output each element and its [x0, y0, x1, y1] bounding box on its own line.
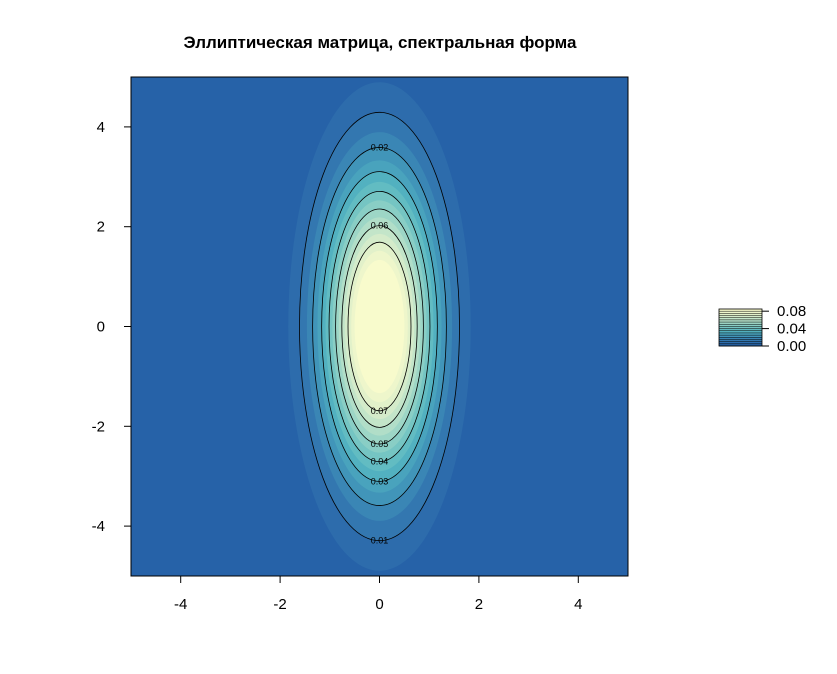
legend-swatch [719, 326, 762, 329]
legend-frame [718, 308, 763, 347]
legend-swatch [719, 324, 762, 327]
legend-swatch [719, 317, 762, 321]
legend-swatch [719, 328, 762, 332]
contour-line [321, 171, 438, 482]
y-tick-label: 2 [97, 219, 105, 236]
legend-swatch [719, 341, 762, 345]
x-axis: -4 -2 0 2 4 [174, 575, 582, 613]
legend-label: 0.04 [777, 321, 806, 338]
contour-label: 0.04 [371, 457, 389, 467]
x-tick-label: -4 [174, 596, 187, 613]
legend-swatch [719, 309, 762, 312]
x-tick-label: 2 [475, 596, 483, 613]
legend-label: 0.08 [777, 303, 806, 320]
contour-label: 0.01 [371, 536, 389, 546]
contour-label: 0.07 [371, 406, 389, 416]
contour-label: 0.06 [371, 221, 389, 231]
legend-swatch [719, 337, 762, 340]
chart-title: Эллиптическая матрица, спектральная форм… [184, 33, 577, 52]
x-tick-label: 4 [574, 596, 582, 613]
x-tick-label: 0 [375, 596, 383, 613]
y-tick-label: -4 [92, 518, 105, 535]
legend-swatch [719, 313, 762, 316]
legend-label: 0.00 [777, 338, 806, 355]
legend-swatch [719, 343, 762, 347]
x-tick-label: -2 [273, 596, 286, 613]
contour-line [347, 241, 412, 412]
legend-swatch [719, 339, 762, 342]
y-tick-label: 4 [97, 119, 105, 136]
y-tick-label: 0 [97, 319, 105, 336]
y-axis: 4 2 0 -2 -4 [92, 119, 132, 535]
contour-label: 0.02 [371, 142, 389, 152]
contour-line [335, 208, 424, 445]
legend-swatch [719, 335, 762, 338]
legend-swatch [719, 315, 762, 319]
contour-line [328, 190, 431, 463]
fill-band [354, 259, 405, 394]
contour-lines: 0.01 0.02 0.03 0.04 0.05 0.06 0.07 [299, 111, 460, 546]
contour-label: 0.03 [371, 476, 389, 486]
legend-swatch [719, 330, 762, 334]
legend-swatch [719, 319, 762, 323]
y-tick-label: -2 [92, 418, 105, 435]
contour-line [312, 147, 447, 506]
legend-swatch [719, 332, 762, 336]
legend-swatch [719, 322, 762, 325]
legend-swatch [719, 311, 762, 314]
contour-line [299, 111, 460, 542]
contour-label: 0.05 [371, 439, 389, 449]
contour-line [341, 225, 418, 428]
color-legend: 0.080.040.00 [718, 303, 806, 355]
